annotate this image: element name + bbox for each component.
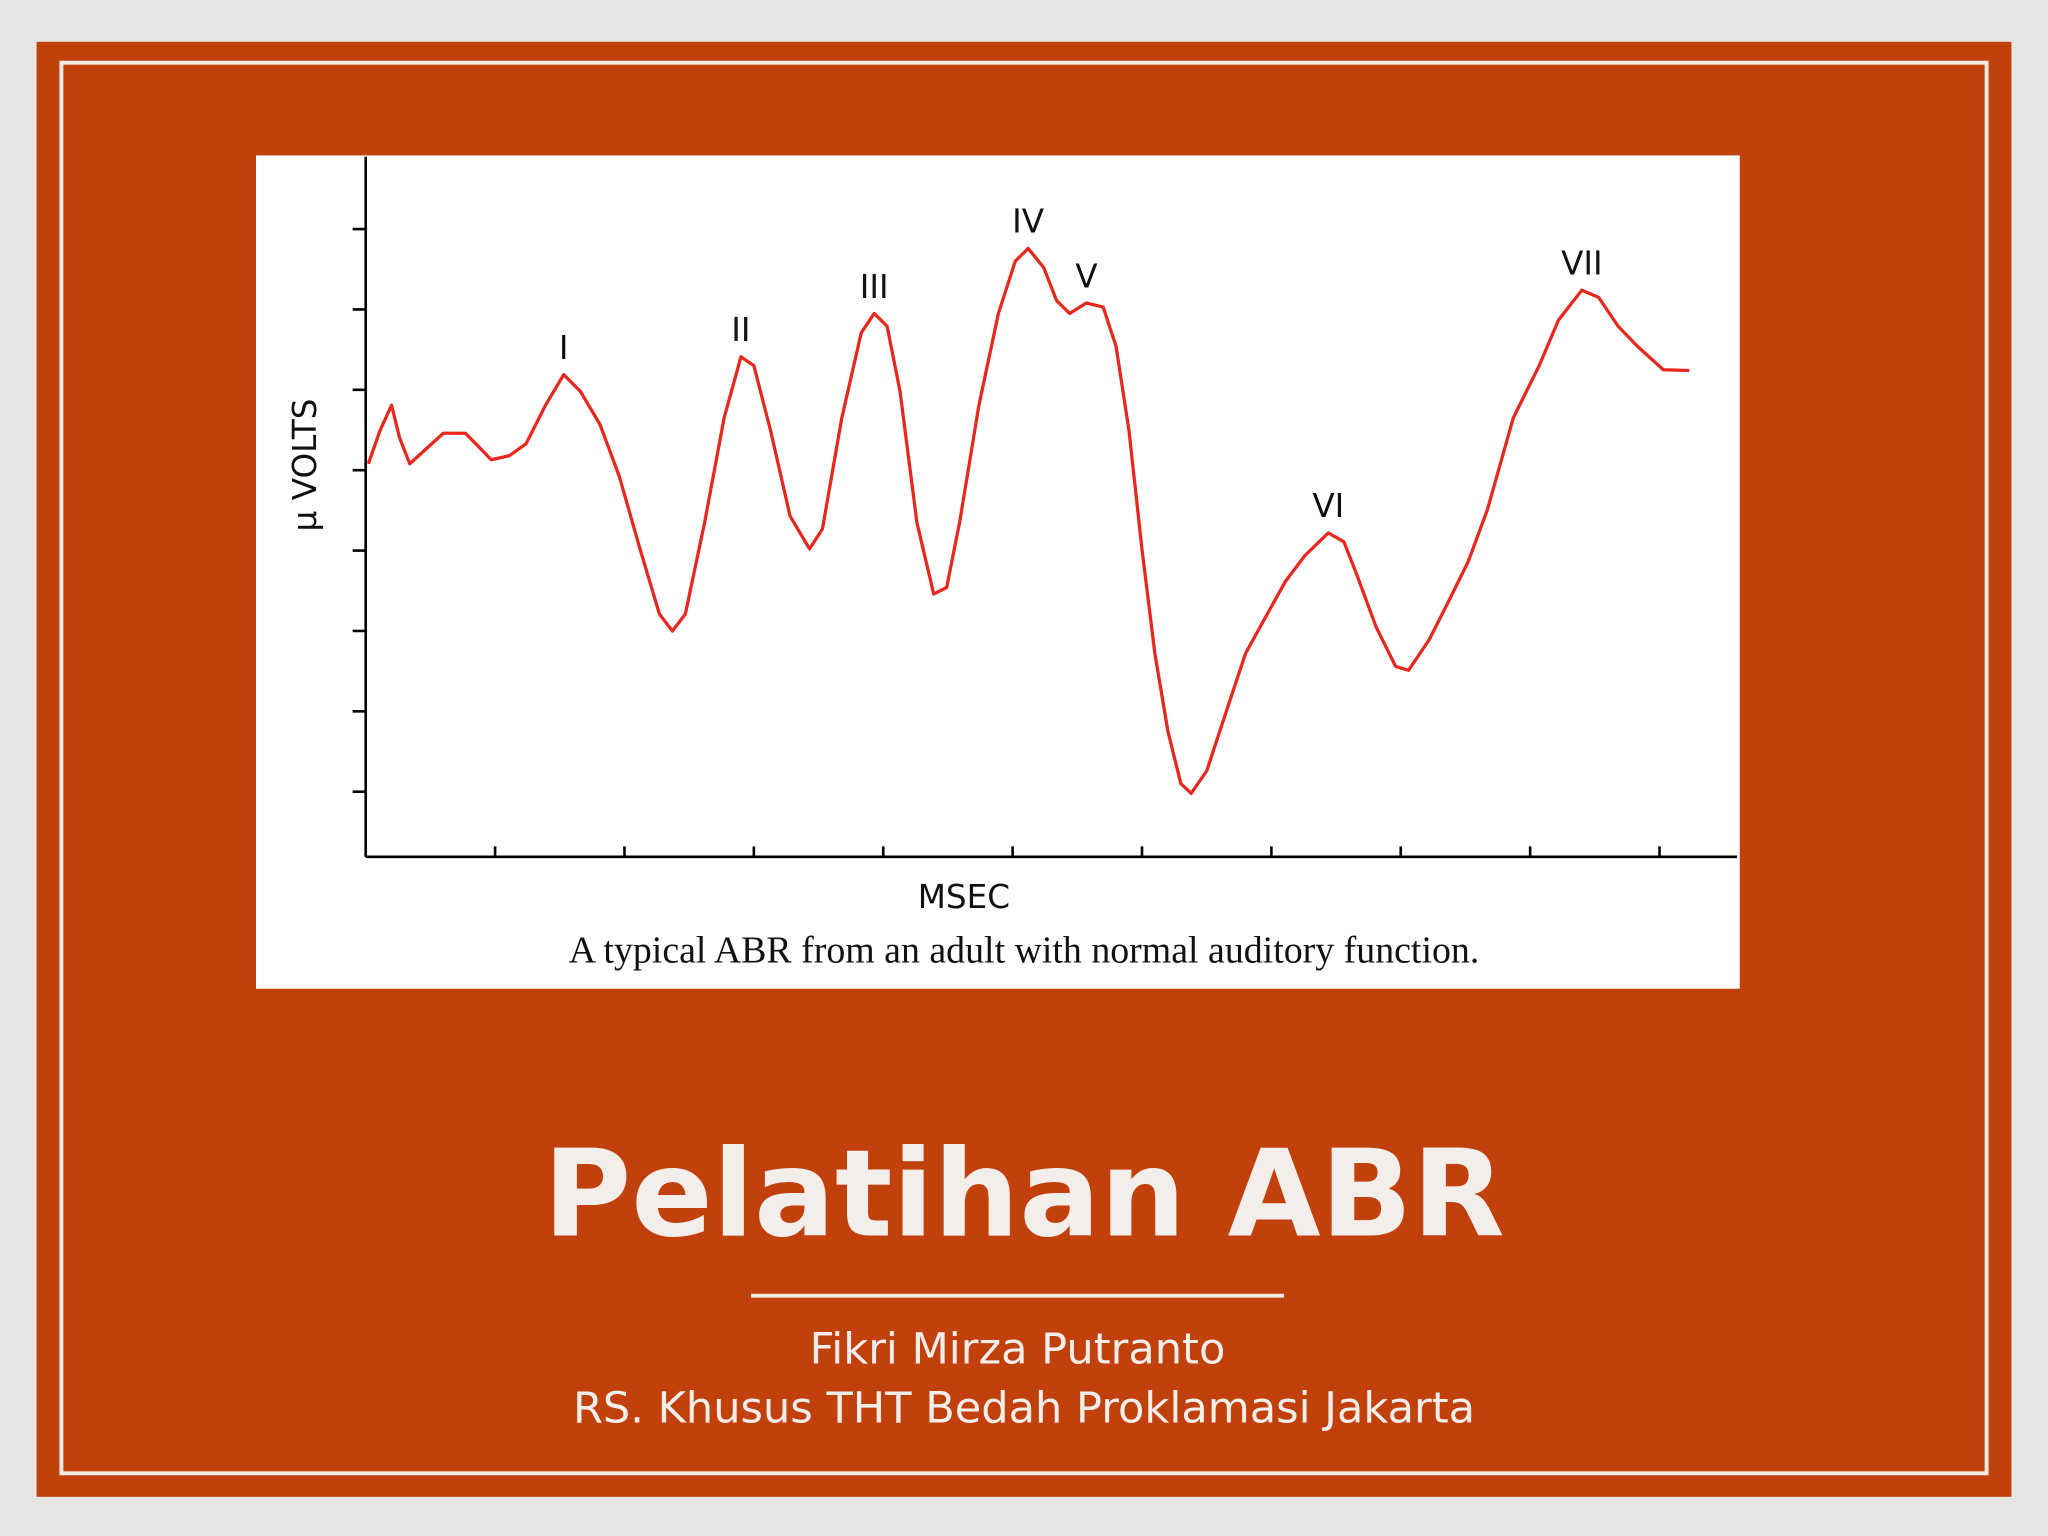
figure [256, 155, 1740, 989]
figure-caption: A typical ABR from an adult with normal … [569, 930, 1480, 972]
x-axis-label: MSEC [918, 878, 1010, 916]
peak-label: II [731, 311, 750, 349]
waveform [366, 246, 1690, 795]
peak-label: I [559, 329, 569, 367]
peak-label: V [1075, 257, 1098, 295]
peak-label: VII [1561, 244, 1603, 282]
peak-label: III [860, 268, 889, 306]
affiliation: RS. Khusus THT Bedah Proklamasi Jakarta [573, 1383, 1475, 1433]
y-axis-label: μ VOLTS [286, 399, 324, 532]
author: Fikri Mirza Putranto [810, 1325, 1226, 1375]
panel-border [59, 60, 1989, 1476]
peak-label: IV [1012, 203, 1045, 241]
peak-label: VI [1312, 487, 1344, 525]
slide-title: Pelatihan ABR [543, 1125, 1505, 1265]
